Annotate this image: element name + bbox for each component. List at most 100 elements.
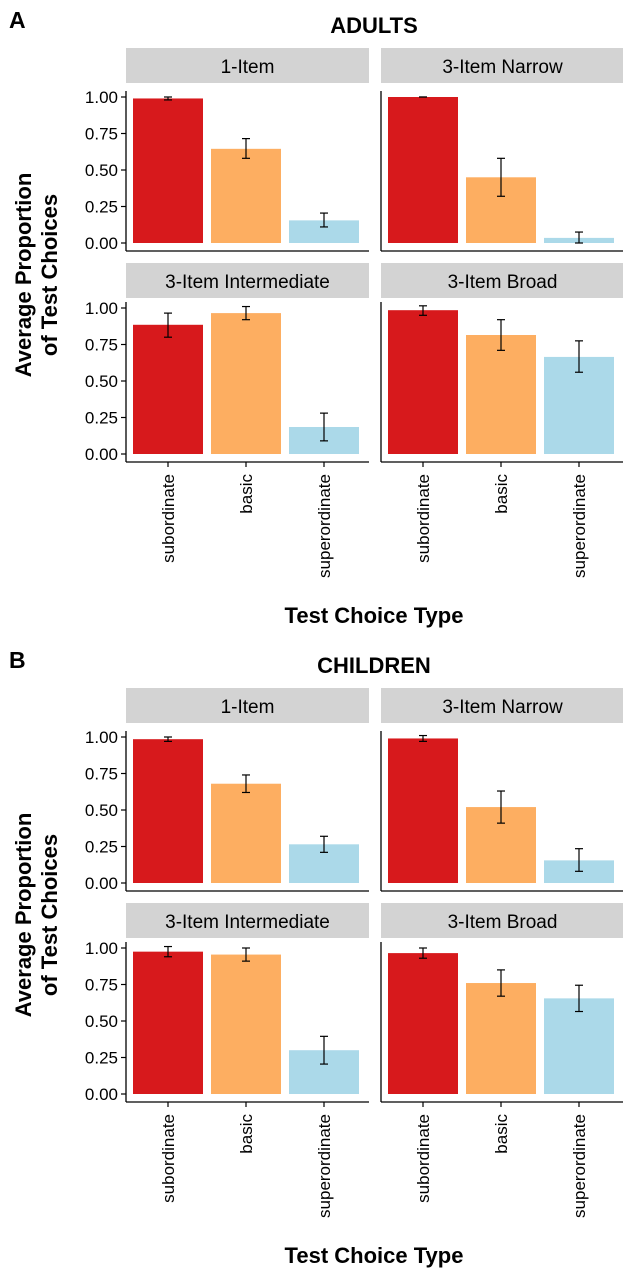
error-bar bbox=[164, 736, 172, 742]
facet-label: 3-Item Narrow bbox=[442, 697, 563, 718]
y-tick-label: 0.00 bbox=[85, 234, 118, 253]
y-tick-label: 0.25 bbox=[85, 409, 118, 428]
error-bar bbox=[497, 969, 505, 997]
error-bar bbox=[242, 305, 250, 321]
facet-1-item: 1-Item 0.00 0.25 0.50 0.75 1.00 bbox=[85, 48, 369, 253]
y-tick-label: 0.75 bbox=[85, 336, 118, 355]
y-tick-label: 0.25 bbox=[85, 1049, 118, 1068]
facet-strip bbox=[126, 688, 369, 723]
y-tick-label: 0.00 bbox=[85, 445, 118, 464]
bar-superordinate bbox=[544, 998, 614, 1094]
error-bar bbox=[164, 312, 172, 338]
error-bar bbox=[242, 138, 250, 159]
bar-subordinate bbox=[388, 97, 458, 243]
error-bar bbox=[419, 734, 427, 742]
y-axis-label-line-1: Average Proportion bbox=[11, 173, 36, 378]
bar-subordinate bbox=[133, 739, 203, 883]
facet-3-item-intermediate: 3-Item Intermediate 0.00 0.25 0.50 0.75 1.00 s… bbox=[85, 263, 369, 578]
y-tick-label: 1.00 bbox=[85, 939, 118, 958]
y-tick-label: 0.50 bbox=[85, 372, 118, 391]
facet-label: 1-Item bbox=[221, 57, 275, 78]
facet-label: 3-Item Broad bbox=[448, 912, 558, 933]
x-tick-label: subordinate bbox=[159, 474, 178, 563]
bar-basic bbox=[466, 983, 536, 1094]
error-bar bbox=[419, 305, 427, 316]
bar-basic bbox=[211, 783, 281, 883]
y-tick-label: 1.00 bbox=[85, 299, 118, 318]
error-bar bbox=[575, 848, 583, 872]
bar-superordinate bbox=[544, 356, 614, 454]
facet-strip bbox=[381, 688, 623, 723]
error-bar bbox=[320, 412, 328, 442]
facet-3-item-narrow: 3-Item Narrow bbox=[380, 48, 623, 252]
bar-subordinate bbox=[133, 324, 203, 454]
facet-label: 3-Item Narrow bbox=[442, 57, 563, 78]
bar-subordinate bbox=[388, 953, 458, 1094]
x-tick-label: superordinate bbox=[315, 1114, 334, 1218]
error-bar bbox=[575, 231, 583, 244]
y-tick-label: 1.00 bbox=[85, 728, 118, 747]
facet-3-item-narrow: 3-Item Narrow bbox=[380, 688, 623, 892]
bar-basic bbox=[211, 148, 281, 243]
bar-basic bbox=[211, 954, 281, 1094]
x-tick-label: subordinate bbox=[414, 1114, 433, 1203]
x-tick-label: superordinate bbox=[570, 474, 589, 578]
chart-title: ADULTS bbox=[330, 13, 418, 38]
x-axis-label: Test Choice Type bbox=[285, 603, 464, 628]
bar-subordinate bbox=[133, 951, 203, 1094]
facet-label: 3-Item Intermediate bbox=[165, 912, 330, 933]
facet-label: 3-Item Intermediate bbox=[165, 272, 330, 293]
error-bar bbox=[242, 947, 250, 962]
y-tick-label: 0.25 bbox=[85, 838, 118, 857]
bar-subordinate bbox=[388, 738, 458, 883]
facet-strip bbox=[126, 263, 369, 298]
error-bar bbox=[497, 157, 505, 197]
y-axis-label: Average Proportionof Test Choices bbox=[11, 173, 62, 378]
facet-3-item-broad: 3-Item Broad subordinate basic superordinat… bbox=[380, 903, 623, 1218]
y-tick-label: 0.75 bbox=[85, 976, 118, 995]
y-tick-label: 0.00 bbox=[85, 874, 118, 893]
error-bar bbox=[320, 212, 328, 228]
x-tick-label: subordinate bbox=[159, 1114, 178, 1203]
error-bar bbox=[419, 947, 427, 959]
x-tick-label: basic bbox=[237, 474, 256, 514]
y-tick-label: 0.00 bbox=[85, 1085, 118, 1104]
facet-3-item-intermediate: 3-Item Intermediate 0.00 0.25 0.50 0.75 1.00 s… bbox=[85, 903, 369, 1218]
y-axis-label-line-2: of Test Choices bbox=[37, 834, 62, 996]
facet-label: 3-Item Broad bbox=[448, 272, 558, 293]
panel-letter: B bbox=[9, 647, 26, 673]
y-axis-label: Average Proportionof Test Choices bbox=[11, 813, 62, 1018]
facet-strip bbox=[381, 48, 623, 83]
panel-letter: A bbox=[9, 7, 26, 33]
error-bar bbox=[575, 984, 583, 1013]
bar-basic bbox=[466, 335, 536, 454]
facet-strip bbox=[126, 903, 369, 938]
chart-panel-a: A ADULTS Average Proportionof Test Choices… bbox=[9, 7, 623, 628]
x-tick-label: superordinate bbox=[315, 474, 334, 578]
error-bar bbox=[497, 790, 505, 824]
y-axis-label-line-2: of Test Choices bbox=[37, 194, 62, 356]
error-bar bbox=[320, 835, 328, 853]
y-tick-label: 0.50 bbox=[85, 1012, 118, 1031]
bar-subordinate bbox=[133, 98, 203, 244]
x-tick-label: subordinate bbox=[414, 474, 433, 563]
y-tick-label: 0.25 bbox=[85, 198, 118, 217]
y-axis-label-line-1: Average Proportion bbox=[11, 813, 36, 1018]
facet-strip bbox=[381, 903, 623, 938]
bar-subordinate bbox=[388, 310, 458, 454]
x-tick-label: superordinate bbox=[570, 1114, 589, 1218]
x-tick-label: basic bbox=[492, 474, 511, 514]
error-bar bbox=[242, 774, 250, 794]
error-bar bbox=[164, 945, 172, 958]
x-tick-label: basic bbox=[237, 1114, 256, 1154]
bar-basic bbox=[211, 313, 281, 454]
error-bar bbox=[320, 1035, 328, 1065]
error-bar bbox=[575, 340, 583, 373]
facet-strip bbox=[126, 48, 369, 83]
facet-1-item: 1-Item 0.00 0.25 0.50 0.75 1.00 bbox=[85, 688, 369, 893]
y-tick-label: 0.75 bbox=[85, 125, 118, 144]
y-tick-label: 1.00 bbox=[85, 88, 118, 107]
x-axis-label: Test Choice Type bbox=[285, 1243, 464, 1268]
chart-panel-b: B CHILDREN Average Proportionof Test Choic… bbox=[9, 647, 623, 1268]
